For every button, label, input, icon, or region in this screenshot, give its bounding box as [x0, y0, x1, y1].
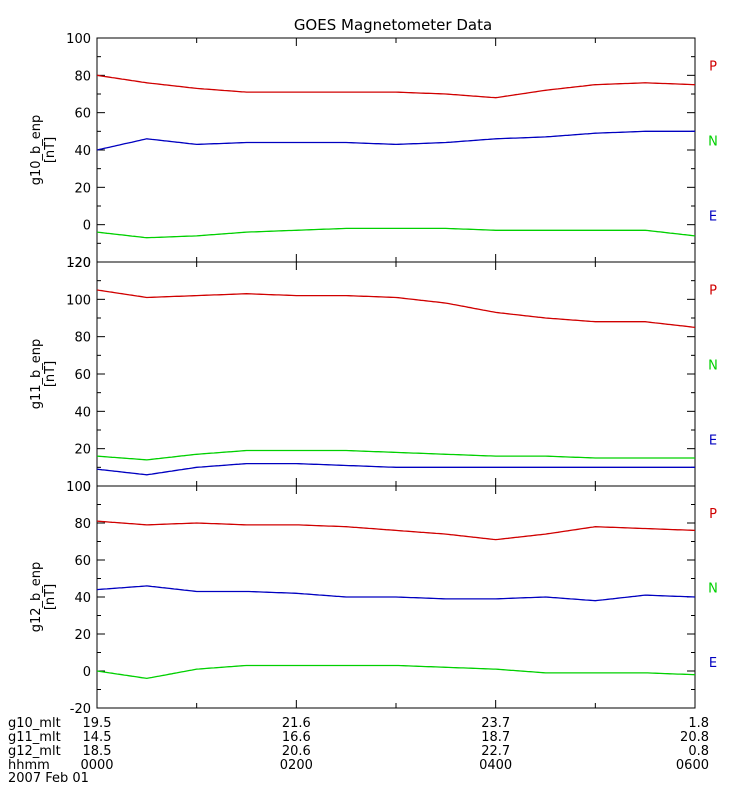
y-axis-unit: [nT]	[43, 361, 58, 387]
legend-label-N: N	[708, 135, 718, 150]
y-tick-label: 100	[66, 480, 91, 495]
series-line-N	[97, 130, 695, 151]
y-axis-unit: [nT]	[43, 137, 58, 163]
x-tick-label: 19.5	[83, 716, 112, 731]
y-tick-label: 80	[74, 331, 91, 346]
y-tick-label: 20	[74, 628, 91, 643]
y-axis-label: g11_b_enp	[29, 339, 44, 410]
y-tick-label: 20	[74, 443, 91, 458]
x-tick-label: 14.5	[83, 730, 112, 745]
series-line-N	[97, 585, 695, 602]
legend-label-P: P	[709, 507, 717, 522]
y-tick-label: 100	[66, 293, 91, 308]
y-tick-label: 120	[66, 256, 91, 271]
x-tick-label: 0400	[479, 758, 512, 773]
legend-label-E: E	[709, 434, 717, 449]
chart-title: GOES Magnetometer Data	[294, 16, 492, 34]
x-tick-label: 0000	[80, 758, 113, 773]
legend-label-N: N	[708, 359, 718, 374]
x-tick-label: 16.6	[282, 730, 311, 745]
y-tick-label: -20	[70, 256, 91, 271]
date-label: 2007 Feb 01	[8, 771, 89, 786]
x-tick-label: 18.5	[83, 744, 112, 759]
y-axis-label: g10_b_enp	[29, 115, 44, 186]
x-row-label: g10_mlt	[8, 716, 61, 731]
x-row-label: hhmm	[8, 758, 50, 773]
y-tick-label: 60	[74, 107, 91, 122]
legend-label-N: N	[708, 582, 718, 597]
y-tick-label: 80	[74, 69, 91, 84]
x-tick-label: 20.6	[282, 744, 311, 759]
x-tick-label: 21.6	[282, 716, 311, 731]
x-tick-label: 0200	[280, 758, 313, 773]
y-tick-label: 60	[74, 368, 91, 383]
legend-label-E: E	[709, 210, 717, 225]
x-tick-label: 22.7	[481, 744, 510, 759]
x-tick-label: 20.8	[680, 730, 709, 745]
series-line-P	[97, 289, 695, 328]
x-tick-label: 0600	[676, 758, 709, 773]
y-tick-label: 100	[66, 32, 91, 47]
y-tick-label: 0	[83, 665, 91, 680]
series-line-E	[97, 664, 695, 680]
y-tick-label: 60	[74, 554, 91, 569]
y-tick-label: 40	[74, 144, 91, 159]
series-line-P	[97, 74, 695, 99]
series-line-P	[97, 520, 695, 541]
y-tick-label: 40	[74, 591, 91, 606]
legend-label-P: P	[709, 283, 717, 298]
series-line-E	[97, 462, 695, 476]
y-tick-label: 80	[74, 517, 91, 532]
x-tick-label: 18.7	[481, 730, 510, 745]
y-tick-label: -20	[70, 702, 91, 717]
x-axis-labels: g10_mlt 19.5 21.6 23.7 1.8 g11_mlt 14.5 16.6 18.…	[8, 716, 709, 786]
x-tick-label: 0.8	[688, 744, 709, 759]
x-row-label: g12_mlt	[8, 744, 61, 759]
y-tick-label: 0	[83, 219, 91, 234]
y-axis-unit: [nT]	[43, 584, 58, 610]
y-tick-label: 40	[74, 405, 91, 420]
legend-label-P: P	[709, 59, 717, 74]
x-tick-label: 23.7	[481, 716, 510, 731]
x-tick-label: 1.8	[688, 716, 709, 731]
y-tick-label: 20	[74, 181, 91, 196]
series-line-E	[97, 227, 695, 239]
legend-label-E: E	[709, 656, 717, 671]
y-axis-label: g12_b_enp	[29, 562, 44, 633]
series-line-N	[97, 449, 695, 461]
x-row-label: g11_mlt	[8, 730, 61, 745]
y-tick-label: 0	[83, 480, 91, 495]
